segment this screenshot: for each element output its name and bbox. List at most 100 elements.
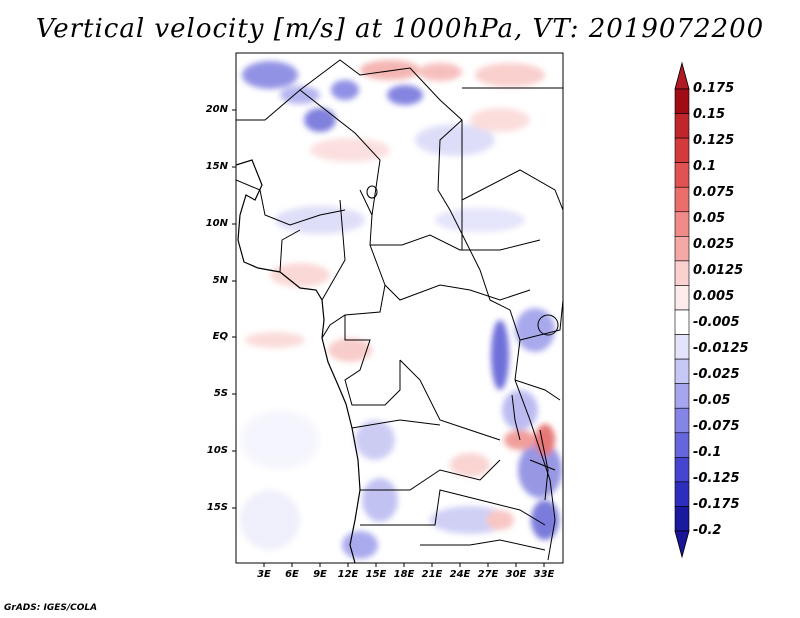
colorbar-label: 0.15 xyxy=(693,107,726,122)
field-patch xyxy=(270,263,330,287)
colorbar-label: 0.005 xyxy=(693,289,735,304)
colorbar-swatch xyxy=(674,186,690,213)
field-patch xyxy=(435,208,525,232)
colorbar-label: -0.125 xyxy=(693,471,740,486)
colorbar-label: -0.075 xyxy=(693,419,740,434)
field-patch xyxy=(304,108,336,132)
colorbar-label: 0.125 xyxy=(693,133,735,148)
colorbar-swatch xyxy=(674,432,690,458)
y-tick-label: EQ xyxy=(212,331,228,342)
field-patch xyxy=(331,80,359,100)
colorbar-swatch xyxy=(674,285,690,311)
field-patch xyxy=(515,308,555,352)
figure-title: Vertical velocity [m/s] at 1000hPa, VT: … xyxy=(35,14,765,44)
field-patch xyxy=(362,478,398,522)
colorbar xyxy=(674,61,690,559)
colorbar-swatch xyxy=(674,358,690,384)
colorbar-swatch xyxy=(674,481,690,507)
field-patch xyxy=(470,108,530,132)
field-patch xyxy=(328,338,372,362)
colorbar-label: 0.025 xyxy=(693,237,735,252)
x-tick-label: 21E xyxy=(421,569,443,580)
colorbar-swatch xyxy=(674,236,690,262)
colorbar-swatch xyxy=(674,407,690,434)
colorbar-label: 0.075 xyxy=(693,185,735,200)
field-patch xyxy=(342,531,378,559)
colorbar-label: -0.05 xyxy=(693,393,731,408)
colorbar-label: -0.1 xyxy=(693,445,722,460)
y-tick-label: 15S xyxy=(206,502,228,513)
lakes xyxy=(366,185,559,501)
coastline-west xyxy=(236,159,361,563)
y-tick-label: 20N xyxy=(205,104,228,115)
axis-ticks xyxy=(232,109,545,567)
x-tick-label: 24E xyxy=(449,569,471,580)
x-tick-label: 9E xyxy=(313,569,327,580)
field-patch xyxy=(491,320,509,390)
x-tick-label: 12E xyxy=(337,569,359,580)
colorbar-swatch xyxy=(674,211,690,237)
field-patch xyxy=(245,332,305,348)
colorbar-label: -0.175 xyxy=(693,497,740,512)
x-tick-label: 30E xyxy=(505,569,527,580)
x-tick-label: 33E xyxy=(533,569,555,580)
y-tick-label: 5N xyxy=(212,275,228,286)
field-patch xyxy=(280,86,320,104)
map-background xyxy=(236,53,563,563)
colorbar-swatch xyxy=(674,309,690,335)
colorbar-label: -0.025 xyxy=(693,367,740,382)
colorbar-swatch xyxy=(674,137,690,163)
colorbar-swatch xyxy=(674,506,690,532)
colorbar-bottom-arrow xyxy=(674,530,690,559)
colorbar-swatch xyxy=(674,383,690,409)
colorbar-swatch xyxy=(674,334,690,360)
colorbar-boxes xyxy=(674,88,690,532)
colorbar-swatch xyxy=(674,162,690,188)
y-tick-label: 10N xyxy=(205,218,228,229)
x-tick-label: 15E xyxy=(365,569,387,580)
field-patch xyxy=(415,124,495,156)
x-tick-label: 6E xyxy=(285,569,299,580)
field-patch xyxy=(418,63,462,81)
colorbar-label: -0.2 xyxy=(693,523,722,538)
colorbar-label: 0.175 xyxy=(693,81,735,96)
field-patch xyxy=(450,453,490,477)
field-patch xyxy=(355,420,395,460)
field-patch xyxy=(360,60,420,80)
field-patch xyxy=(310,138,390,162)
field-patch xyxy=(240,410,320,470)
country-borders xyxy=(236,59,563,561)
velocity-field xyxy=(236,59,563,563)
colorbar-label: 0.1 xyxy=(693,159,717,174)
colorbar-swatch xyxy=(674,457,690,483)
x-tick-label: 18E xyxy=(393,569,415,580)
colorbar-label: 0.0125 xyxy=(693,263,744,278)
field-patch xyxy=(275,206,365,234)
field-patch xyxy=(240,490,300,550)
map-frame xyxy=(235,52,564,564)
field-patch xyxy=(486,510,514,530)
colorbar-label: -0.005 xyxy=(693,315,740,330)
colorbar-swatch xyxy=(674,260,690,286)
colorbar-label: 0.05 xyxy=(693,211,726,226)
field-patch xyxy=(535,424,555,456)
field-patch xyxy=(531,500,559,540)
field-patch xyxy=(387,85,423,105)
x-tick-label: 27E xyxy=(477,569,499,580)
field-patch xyxy=(475,63,545,87)
y-tick-label: 5S xyxy=(213,388,228,399)
field-patch xyxy=(242,61,298,89)
x-tick-label: 3E xyxy=(257,569,271,580)
map-panel xyxy=(232,52,564,567)
colorbar-swatch xyxy=(674,113,690,139)
y-tick-label: 10S xyxy=(206,445,228,456)
colorbar-top-arrow xyxy=(674,61,690,90)
credit-text: GrADS: IGES/COLA xyxy=(4,603,98,613)
field-patch xyxy=(502,390,538,430)
y-tick-label: 15N xyxy=(205,161,228,172)
field-patch xyxy=(430,506,510,534)
colorbar-label: -0.0125 xyxy=(693,341,749,356)
colorbar-swatch xyxy=(674,88,690,114)
